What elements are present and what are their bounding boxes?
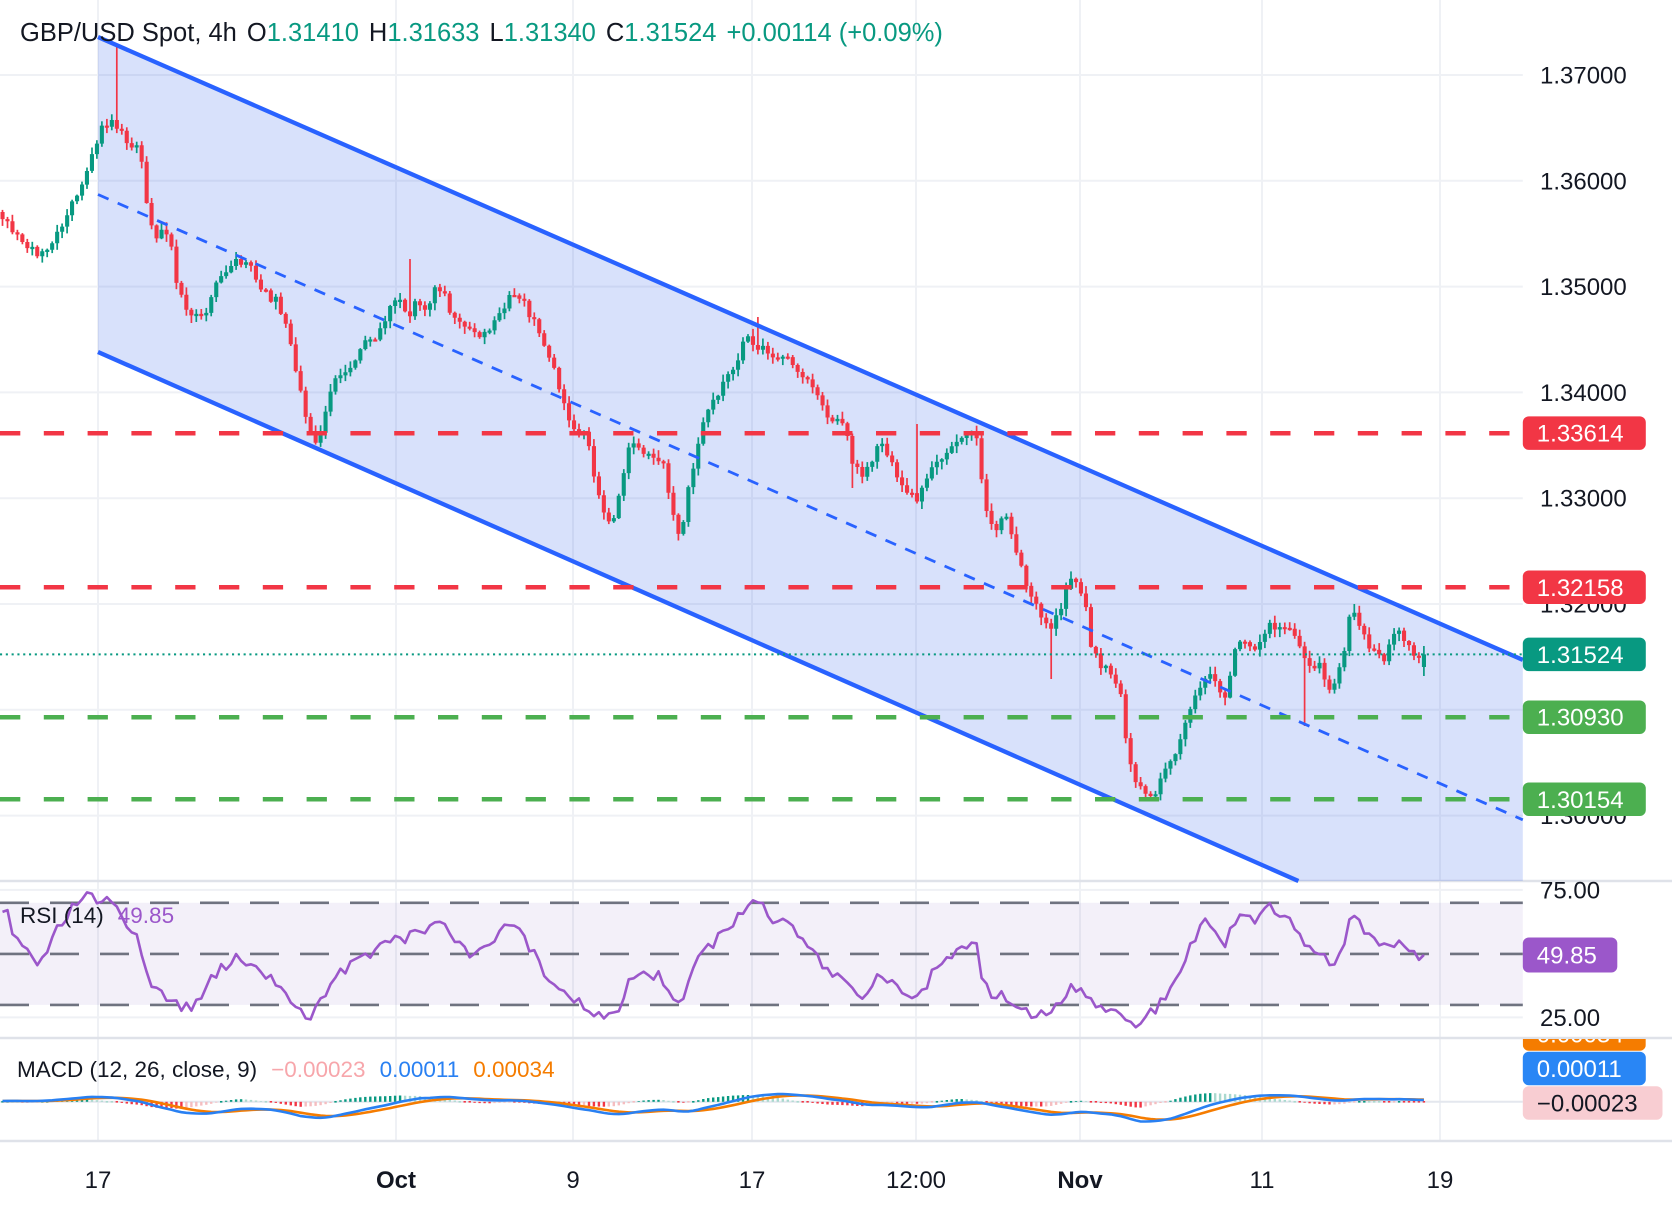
svg-text:1.33000: 1.33000: [1540, 486, 1627, 513]
svg-text:−0.00023: −0.00023: [1537, 1091, 1638, 1118]
svg-text:Oct: Oct: [376, 1167, 416, 1194]
svg-text:1.35000: 1.35000: [1540, 274, 1627, 301]
svg-text:1.30930: 1.30930: [1537, 705, 1624, 732]
svg-text:17: 17: [85, 1167, 112, 1194]
svg-text:1.33614: 1.33614: [1537, 421, 1624, 448]
svg-text:0.00034: 0.00034: [1537, 1022, 1624, 1049]
svg-text:1.36000: 1.36000: [1540, 168, 1627, 195]
svg-text:19: 19: [1427, 1167, 1454, 1194]
svg-text:Nov: Nov: [1057, 1167, 1103, 1194]
svg-text:1.30154: 1.30154: [1537, 787, 1624, 814]
svg-text:1.32158: 1.32158: [1537, 575, 1624, 602]
svg-text:0.00011: 0.00011: [1537, 1056, 1622, 1083]
svg-text:11: 11: [1250, 1167, 1275, 1194]
svg-text:12:00: 12:00: [886, 1167, 946, 1194]
svg-text:17: 17: [739, 1167, 766, 1194]
svg-text:25.00: 25.00: [1540, 1005, 1600, 1032]
svg-text:RSI (14)49.85: RSI (14) 49.85: [20, 903, 174, 928]
svg-text:9: 9: [566, 1167, 579, 1194]
svg-text:MACD (12, 26, close, 9)−0.0002: MACD (12, 26, close, 9) −0.00023 0.00011 0.…: [17, 1057, 555, 1082]
svg-text:1.37000: 1.37000: [1540, 63, 1627, 90]
svg-text:1.34000: 1.34000: [1540, 380, 1627, 407]
svg-text:49.85: 49.85: [1537, 943, 1597, 970]
svg-text:1.31524: 1.31524: [1537, 642, 1624, 669]
svg-text:75.00: 75.00: [1540, 877, 1600, 904]
